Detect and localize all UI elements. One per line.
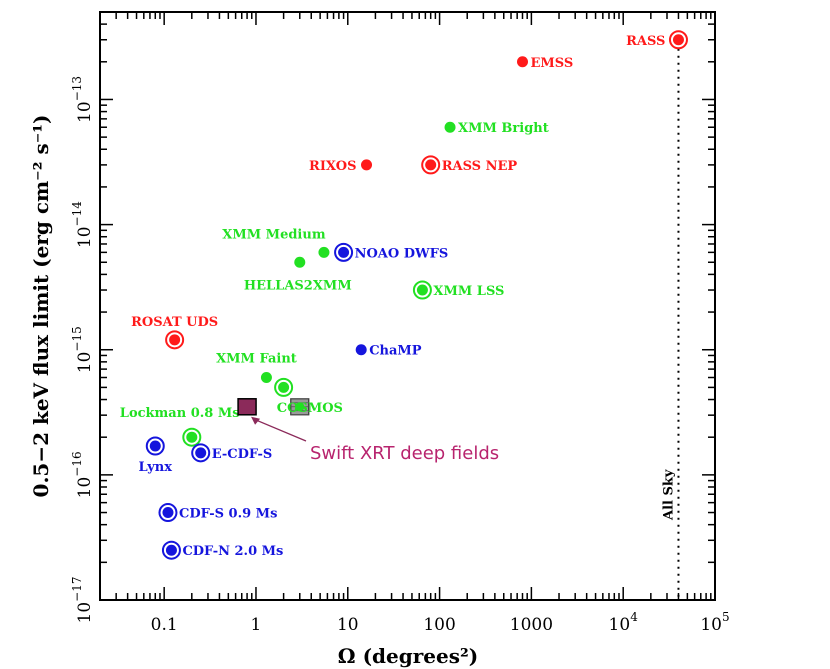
point-label: ROSAT UDS bbox=[131, 315, 218, 330]
x-tick-label: 0.1 bbox=[151, 615, 178, 635]
point-label: COSMOS bbox=[277, 401, 343, 416]
y-tick-label: 10−14 bbox=[70, 201, 95, 248]
x-tick-label: 105 bbox=[700, 610, 729, 635]
point-dot bbox=[338, 246, 350, 258]
point-labels: 0.1 1 10 100 1000 104 105 10−17 10−16 10−15 10−14 1… bbox=[70, 34, 730, 635]
cosmos-dot bbox=[295, 402, 305, 412]
point-label: XMM Medium bbox=[222, 227, 326, 242]
point-label: Lockman 0.8 Ms bbox=[120, 406, 240, 421]
point-label: NOAO DWFS bbox=[355, 246, 449, 261]
data-points bbox=[145, 30, 688, 560]
point-label: CDF-S 0.9 Ms bbox=[179, 507, 277, 522]
point-dot bbox=[672, 34, 684, 46]
swift-arrow-head bbox=[251, 416, 261, 425]
axis-titles: Ω (degrees²) 0.5−2 keV flux limit (erg cm… bbox=[29, 115, 478, 668]
point-ring bbox=[412, 280, 432, 300]
all-sky-reference: All Sky bbox=[661, 48, 680, 600]
point-label: RIXOS bbox=[309, 159, 356, 174]
x-tick-label: 100 bbox=[423, 615, 455, 635]
point-label: EMSS bbox=[530, 56, 573, 71]
axis-ticks bbox=[99, 11, 716, 601]
x-tick-label: 104 bbox=[609, 610, 639, 635]
all-sky-label: All Sky bbox=[661, 469, 676, 521]
point-label: E-CDF-S bbox=[212, 447, 273, 462]
point-dot bbox=[444, 121, 456, 133]
point-ring bbox=[161, 540, 181, 560]
point-ring bbox=[334, 242, 354, 262]
point-label: XMM Faint bbox=[216, 351, 297, 366]
point-dot bbox=[195, 447, 207, 459]
point-label: Lynx bbox=[139, 460, 173, 475]
x-tick-label: 1 bbox=[251, 615, 262, 635]
point-ring bbox=[668, 30, 688, 50]
point-dot bbox=[260, 371, 272, 383]
x-tick-label: 10 bbox=[337, 615, 359, 635]
point-dot bbox=[149, 440, 161, 452]
point-dot bbox=[318, 246, 330, 258]
y-tick-label: 10−16 bbox=[70, 451, 95, 498]
point-label: XMM LSS bbox=[433, 284, 504, 299]
y-tick-label: 10−17 bbox=[70, 577, 95, 624]
point-label: ChaMP bbox=[369, 344, 422, 359]
point-ring bbox=[191, 443, 211, 463]
point-label: XMM Bright bbox=[458, 121, 549, 136]
point-label: RASS NEP bbox=[442, 159, 518, 174]
point-ring bbox=[145, 436, 165, 456]
point-dot bbox=[186, 431, 198, 443]
plot-frame bbox=[99, 11, 716, 601]
swift-arrow-line bbox=[252, 418, 307, 442]
y-tick-label: 10−15 bbox=[70, 326, 95, 373]
point-dot bbox=[169, 334, 181, 346]
point-dot bbox=[278, 381, 290, 393]
point-ring bbox=[274, 377, 294, 397]
point-dot bbox=[516, 56, 528, 68]
point-dot bbox=[165, 544, 177, 556]
swift-annotation-text: Swift XRT deep fields bbox=[310, 443, 499, 464]
y-axis-title: 0.5−2 keV flux limit (erg cm⁻² s⁻¹) bbox=[29, 115, 53, 498]
point-label: CDF-N 2.0 Ms bbox=[182, 544, 283, 559]
point-dot bbox=[425, 159, 437, 171]
x-axis-title: Ω (degrees²) bbox=[338, 644, 478, 668]
point-ring bbox=[421, 155, 441, 175]
point-dot bbox=[355, 344, 367, 356]
point-dot bbox=[361, 159, 373, 171]
point-ring bbox=[182, 427, 202, 447]
point-label: RASS bbox=[626, 34, 665, 49]
swift-marker bbox=[237, 398, 257, 416]
y-tick-label: 10−13 bbox=[70, 76, 95, 123]
swift-xrt-annotation: Swift XRT deep fields bbox=[237, 398, 499, 464]
point-dot bbox=[416, 284, 428, 296]
point-dot bbox=[162, 507, 174, 519]
point-label: HELLAS2XMM bbox=[244, 278, 352, 293]
point-dot bbox=[294, 256, 306, 268]
point-ring bbox=[158, 503, 178, 523]
x-tick-label: 1000 bbox=[510, 615, 553, 635]
point-ring bbox=[165, 330, 185, 350]
